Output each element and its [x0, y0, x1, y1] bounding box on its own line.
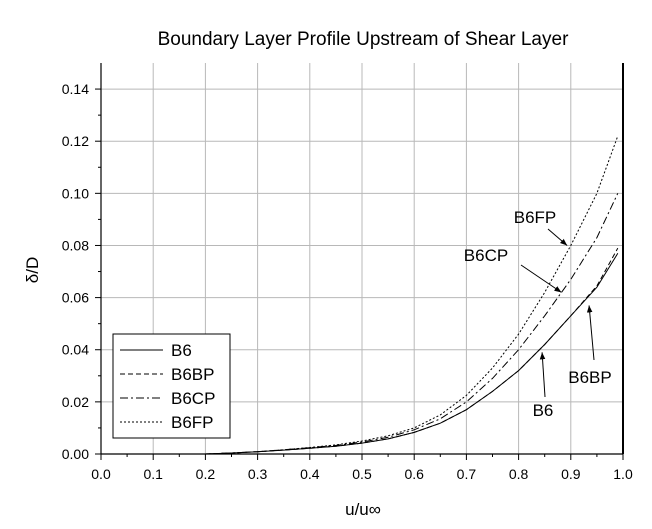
- x-tick-label: 0.8: [509, 466, 529, 482]
- y-axis-title: δ/D: [23, 257, 42, 283]
- y-tick-label: 0.00: [62, 446, 89, 462]
- legend: B6 B6BP B6CP B6FP: [112, 333, 231, 439]
- y-tick-label: 0.06: [62, 290, 89, 306]
- x-tick-label: 0.2: [196, 466, 216, 482]
- x-axis-title: u/u∞: [345, 500, 381, 519]
- x-tick-label: 0.0: [91, 466, 111, 482]
- annotations: B6FP B6CP B6BP B6: [464, 208, 612, 420]
- annotation-arrow-b6bp: [586, 305, 595, 361]
- x-tick-label: 0.6: [404, 466, 424, 482]
- x-tick-label: 0.3: [248, 466, 268, 482]
- y-tick-label: 0.10: [62, 185, 89, 201]
- annotation-arrow-b6fp: [547, 228, 568, 246]
- annotation-arrow-b6: [539, 352, 546, 398]
- x-tick-label: 0.5: [352, 466, 372, 482]
- x-tick-label: 0.9: [561, 466, 581, 482]
- annotation-label-b6bp: B6BP: [568, 368, 611, 387]
- axes: 0.0 0.1 0.2 0.3 0.4 0.5 0.6 0.7 0.8 0.9 1.0 0.00 0.0…: [62, 63, 633, 482]
- series-line-b6bp: [205, 247, 619, 455]
- legend-label-b6: B6: [171, 341, 192, 360]
- x-tick-label: 0.7: [457, 466, 477, 482]
- series-line-b6fp: [205, 135, 619, 455]
- x-tick-label: 1.0: [613, 466, 633, 482]
- y-tick-label: 0.12: [62, 133, 89, 149]
- y-tick-label: 0.14: [62, 81, 89, 97]
- series-line-b6cp: [205, 193, 619, 455]
- y-tick-label: 0.02: [62, 394, 89, 410]
- legend-label-b6cp: B6CP: [171, 389, 215, 408]
- series-group: [205, 135, 619, 455]
- x-tick-label: 0.4: [300, 466, 320, 482]
- y-tick-label: 0.08: [62, 237, 89, 253]
- series-line-b6: [205, 253, 619, 455]
- legend-box: [112, 333, 231, 439]
- legend-label-b6fp: B6FP: [171, 413, 214, 432]
- legend-label-b6bp: B6BP: [171, 365, 214, 384]
- annotation-label-b6fp: B6FP: [514, 208, 557, 227]
- chart-title: Boundary Layer Profile Upstream of Shear…: [158, 29, 569, 50]
- y-tick-label: 0.04: [62, 342, 89, 358]
- annotation-arrow-b6cp: [520, 264, 562, 293]
- annotation-label-b6cp: B6CP: [464, 246, 508, 265]
- x-tick-label: 0.1: [143, 466, 163, 482]
- annotation-label-b6: B6: [533, 401, 554, 420]
